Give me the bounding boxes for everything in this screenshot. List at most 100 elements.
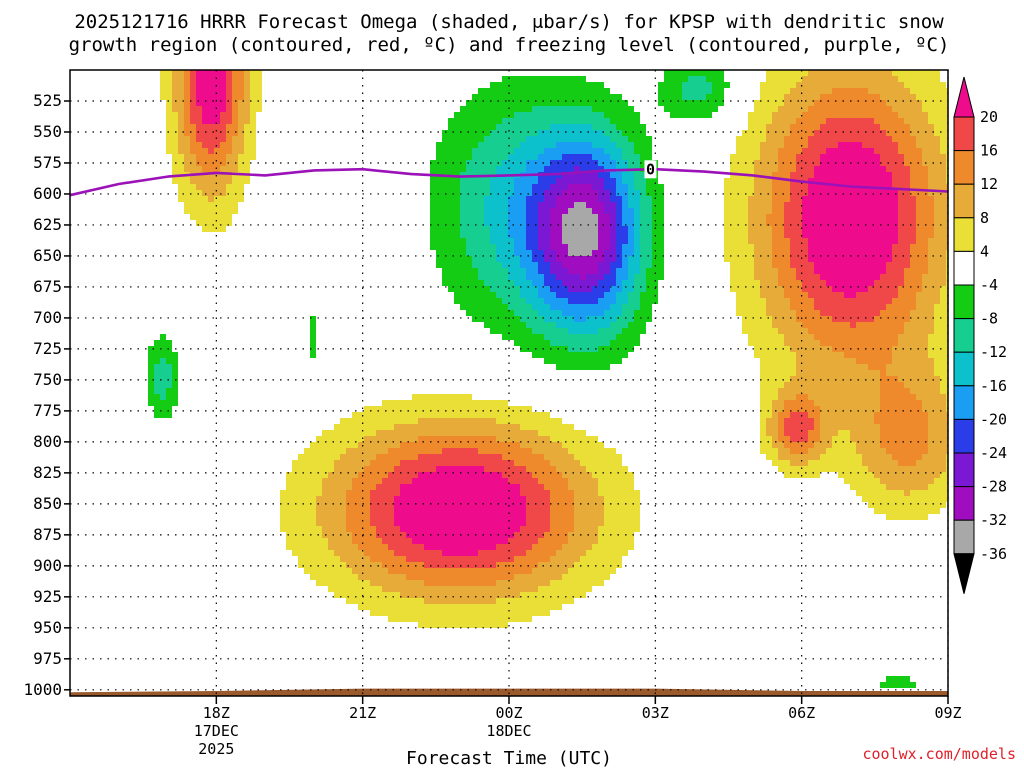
omega-cell	[838, 256, 844, 262]
omega-cell	[220, 178, 226, 184]
omega-cell	[838, 208, 844, 214]
omega-cell	[622, 316, 628, 322]
omega-cell	[490, 82, 496, 88]
omega-cell	[910, 286, 916, 292]
omega-cell	[874, 250, 880, 256]
omega-cell	[820, 82, 826, 88]
omega-cell	[736, 268, 742, 274]
omega-cell	[532, 94, 538, 100]
omega-cell	[880, 106, 886, 112]
omega-cell	[940, 118, 946, 124]
omega-cell	[814, 76, 820, 82]
omega-cell	[928, 400, 934, 406]
omega-cell	[448, 130, 454, 136]
omega-cell	[940, 250, 946, 256]
omega-cell	[880, 316, 886, 322]
omega-cell	[448, 232, 454, 238]
omega-cell	[556, 364, 562, 370]
omega-cell	[742, 244, 748, 250]
omega-cell	[520, 118, 526, 124]
omega-cell	[790, 220, 796, 226]
omega-cell	[196, 106, 202, 112]
omega-cell	[742, 154, 748, 160]
omega-cell	[856, 178, 862, 184]
omega-cell	[568, 178, 574, 184]
omega-cell	[946, 430, 948, 436]
omega-cell	[484, 142, 490, 148]
omega-cell	[400, 466, 406, 472]
omega-cell	[496, 178, 502, 184]
omega-cell	[472, 226, 478, 232]
omega-cell	[586, 304, 592, 310]
omega-cell	[514, 94, 520, 100]
omega-cell	[436, 154, 442, 160]
omega-cell	[886, 436, 892, 442]
omega-cell	[748, 220, 754, 226]
omega-cell	[802, 244, 808, 250]
omega-cell	[172, 88, 178, 94]
omega-cell	[874, 136, 880, 142]
omega-cell	[898, 412, 904, 418]
omega-cell	[934, 388, 940, 394]
omega-cell	[898, 382, 904, 388]
omega-cell	[946, 160, 948, 166]
omega-cell	[448, 160, 454, 166]
omega-cell	[442, 190, 448, 196]
omega-cell	[382, 418, 388, 424]
omega-cell	[874, 316, 880, 322]
omega-cell	[604, 112, 610, 118]
omega-cell	[508, 214, 514, 220]
omega-cell	[922, 178, 928, 184]
omega-cell	[862, 412, 868, 418]
omega-cell	[904, 430, 910, 436]
omega-cell	[574, 208, 580, 214]
omega-cell	[844, 448, 850, 454]
omega-cell	[808, 196, 814, 202]
omega-cell	[916, 112, 922, 118]
omega-cell	[940, 430, 946, 436]
omega-cell	[856, 148, 862, 154]
omega-cell	[910, 472, 916, 478]
omega-cell	[568, 88, 574, 94]
omega-cell	[628, 142, 634, 148]
omega-cell	[748, 190, 754, 196]
omega-cell	[580, 190, 586, 196]
omega-cell	[784, 292, 790, 298]
omega-cell	[508, 238, 514, 244]
omega-cell	[808, 466, 814, 472]
omega-cell	[484, 292, 490, 298]
omega-cell	[592, 94, 598, 100]
omega-cell	[784, 136, 790, 142]
omega-cell	[310, 340, 316, 346]
omega-cell	[778, 232, 784, 238]
omega-cell	[892, 328, 898, 334]
omega-cell	[910, 400, 916, 406]
omega-cell	[544, 106, 550, 112]
omega-cell	[586, 100, 592, 106]
omega-cell	[436, 424, 442, 430]
omega-cell	[592, 208, 598, 214]
omega-cell	[346, 436, 352, 442]
omega-cell	[418, 412, 424, 418]
omega-cell	[748, 286, 754, 292]
omega-cell	[484, 430, 490, 436]
omega-cell	[832, 448, 838, 454]
omega-cell	[580, 232, 586, 238]
omega-cell	[166, 124, 172, 130]
omega-cell	[472, 124, 478, 130]
omega-cell	[604, 94, 610, 100]
omega-cell	[808, 244, 814, 250]
omega-cell	[808, 412, 814, 418]
omega-cell	[454, 286, 460, 292]
omega-cell	[370, 460, 376, 466]
omega-cell	[706, 88, 712, 94]
omega-cell	[802, 124, 808, 130]
omega-cell	[814, 184, 820, 190]
omega-cell	[496, 112, 502, 118]
omega-cell	[940, 172, 946, 178]
omega-cell	[478, 430, 484, 436]
omega-cell	[940, 436, 946, 442]
omega-cell	[466, 238, 472, 244]
omega-cell	[460, 106, 466, 112]
omega-cell	[418, 400, 424, 406]
